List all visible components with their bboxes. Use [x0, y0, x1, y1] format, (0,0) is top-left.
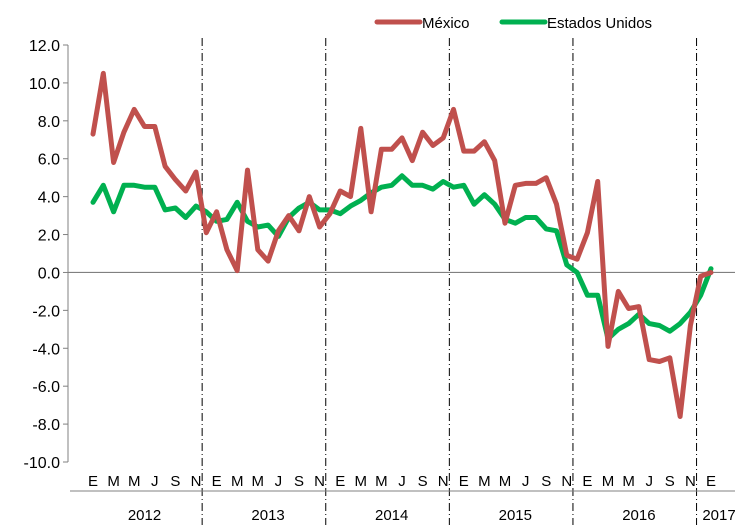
- month-tick-label: M: [499, 473, 512, 490]
- month-tick-label: N: [191, 473, 202, 490]
- series-line-estados-unidos: [90, 173, 714, 342]
- y-tick-label: 6.0: [38, 152, 60, 169]
- y-tick-label: -2.0: [32, 303, 60, 320]
- series-group: [90, 70, 714, 419]
- y-tick-label: 10.0: [29, 76, 60, 93]
- month-tick-label: S: [541, 473, 551, 490]
- year-label: 2014: [375, 507, 408, 524]
- month-tick-label: J: [398, 473, 406, 490]
- month-tick-label: M: [107, 473, 120, 490]
- y-tick-label: -6.0: [32, 379, 60, 396]
- y-tick-label: 12.0: [29, 38, 60, 55]
- y-tick-label: 8.0: [38, 114, 60, 131]
- y-tick-label: -4.0: [32, 341, 60, 358]
- year-label: 2017: [702, 507, 735, 524]
- month-tick-label: E: [88, 473, 98, 490]
- y-tick-label: 0.0: [38, 265, 60, 282]
- y-axis: 12.0 10.0 8.0 6.0 4.0 2.0 0.0 -2.0 -4.0 -6.0 -8.0 -…: [24, 38, 69, 472]
- y-tick-label: -10.0: [24, 455, 61, 472]
- month-tick-label: N: [561, 473, 572, 490]
- month-tick-label: E: [582, 473, 592, 490]
- month-tick-label: M: [478, 473, 491, 490]
- month-tick-label: E: [335, 473, 345, 490]
- month-tick-label: E: [706, 473, 716, 490]
- year-label: 2015: [499, 507, 532, 524]
- month-tick-label: S: [665, 473, 675, 490]
- legend: México Estados Unidos: [374, 15, 652, 32]
- month-tick-label: S: [170, 473, 180, 490]
- year-label: 2012: [128, 507, 161, 524]
- series-line-mexico: [90, 70, 714, 419]
- month-tick-label: N: [685, 473, 696, 490]
- month-tick-label: S: [418, 473, 428, 490]
- month-tick-label: M: [622, 473, 635, 490]
- month-tick-label: N: [438, 473, 449, 490]
- month-tick-label: J: [522, 473, 530, 490]
- year-label: 2013: [251, 507, 284, 524]
- month-tick-label: J: [151, 473, 159, 490]
- month-tick-label: M: [231, 473, 244, 490]
- month-tick-label: S: [294, 473, 304, 490]
- month-tick-label: E: [459, 473, 469, 490]
- year-dividers: [201, 38, 698, 525]
- month-tick-label: M: [128, 473, 141, 490]
- month-tick-label: J: [275, 473, 283, 490]
- year-label: 2016: [622, 507, 655, 524]
- legend-label-estados-unidos: Estados Unidos: [547, 15, 652, 32]
- month-tick-label: E: [212, 473, 222, 490]
- legend-label-mexico: México: [422, 15, 470, 32]
- y-tick-label: 4.0: [38, 190, 60, 207]
- month-tick-label: J: [645, 473, 653, 490]
- month-tick-label: M: [252, 473, 265, 490]
- month-tick-label: M: [602, 473, 615, 490]
- y-tick-label: 2.0: [38, 228, 60, 245]
- month-tick-label: M: [375, 473, 388, 490]
- month-tick-label: N: [314, 473, 325, 490]
- month-tick-label: M: [355, 473, 368, 490]
- y-tick-label: -8.0: [32, 417, 60, 434]
